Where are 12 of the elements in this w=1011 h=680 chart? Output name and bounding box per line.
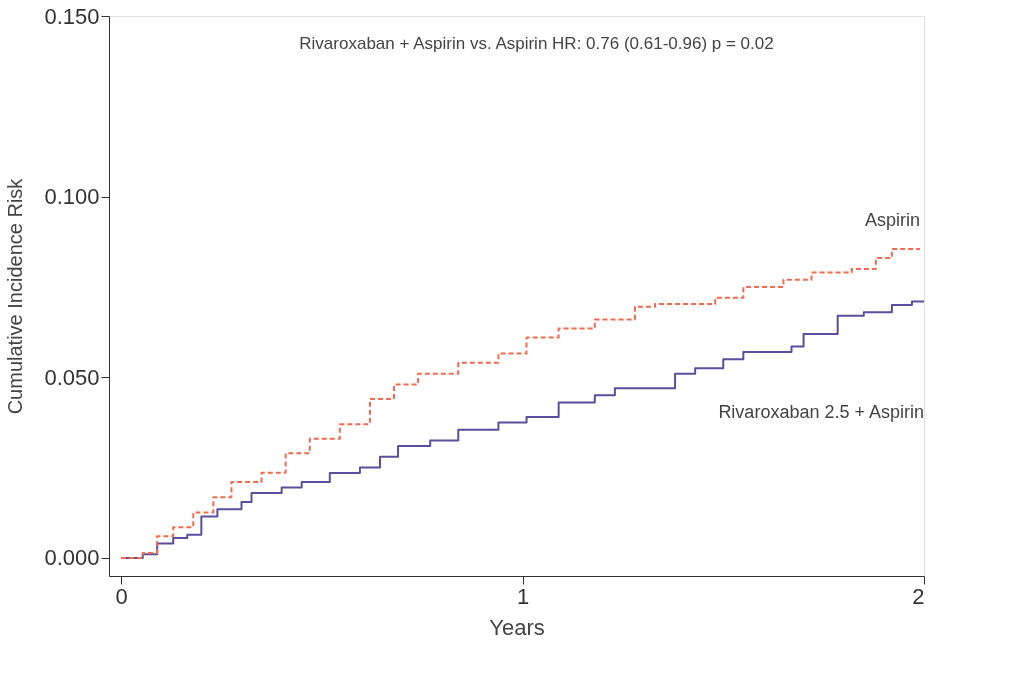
y-tick-label: 0.150 — [44, 3, 100, 29]
y-axis-title: Cumulative Incidence Risk — [4, 177, 27, 415]
y-tick-label: 0.050 — [44, 364, 100, 390]
series-label: Aspirin — [864, 210, 920, 231]
y-tick-label: 0.000 — [44, 545, 100, 571]
x-tick-label: 2 — [912, 583, 925, 609]
y-tick-label: 0.100 — [44, 184, 100, 210]
x-axis-title: Years — [489, 614, 545, 640]
x-tick-label: 1 — [516, 583, 530, 609]
annotation: Rivaroxaban + Aspirin vs. Aspirin HR: 0.76 (0.61-0.96) p = 0.02 — [299, 34, 774, 53]
series-label: Rivaroxaban 2.5 + Aspirin — [718, 402, 924, 423]
x-tick-label: 0 — [115, 583, 128, 609]
